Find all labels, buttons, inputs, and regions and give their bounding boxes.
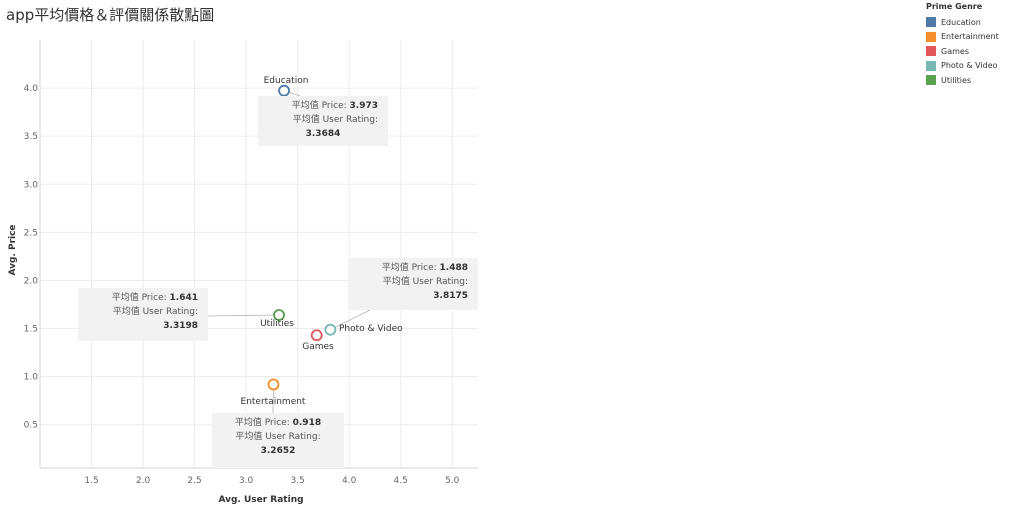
data-point-games[interactable] xyxy=(310,329,323,342)
legend-swatch xyxy=(926,31,936,42)
x-axis-title: Avg. User Rating xyxy=(218,495,303,505)
legend-swatch xyxy=(926,60,936,71)
data-point-entertainment[interactable] xyxy=(267,378,280,391)
data-points xyxy=(267,84,337,391)
x-tick-label: 5.0 xyxy=(445,476,460,486)
x-tick-label: 1.5 xyxy=(84,476,98,486)
x-tick-label: 3.0 xyxy=(239,476,254,486)
tip-rating-value: 3.2652 xyxy=(260,446,296,456)
legend: Prime Genre Education Entertainment Game… xyxy=(926,2,999,88)
tip-price-label: 平均值 Price: xyxy=(291,101,347,111)
tip-rating-value: 3.3684 xyxy=(305,129,341,139)
tooltip-utilities: 平均值 Price: 1.641 平均值 User Rating: 3.3198 xyxy=(78,288,208,341)
x-tick-label: 4.0 xyxy=(342,476,357,486)
tip-price-label: 平均值 Price: xyxy=(381,263,437,273)
tip-price-value: 0.918 xyxy=(292,418,322,428)
tooltip-education: 平均值 Price: 3.973 平均值 User Rating: 3.3684 xyxy=(258,96,388,146)
label-games: Games xyxy=(302,342,334,352)
y-tick-label: 3.0 xyxy=(24,180,39,190)
tooltip-entertainment: 平均值 Price: 0.918 平均值 User Rating: 3.2652 xyxy=(212,413,344,468)
tip-price-value: 3.973 xyxy=(349,101,378,111)
legend-swatch xyxy=(926,46,936,57)
y-tick-label: 1.0 xyxy=(24,373,39,383)
legend-item-photo-video[interactable]: Photo & Video xyxy=(926,59,999,74)
tip-price-label: 平均值 Price: xyxy=(234,418,290,428)
legend-item-utilities[interactable]: Utilities xyxy=(926,73,999,88)
x-tick-label: 3.5 xyxy=(290,476,304,486)
label-utilities: Utilities xyxy=(260,319,294,329)
y-axis-ticks: 0.5 1.0 1.5 2.0 2.5 3.0 3.5 4.0 xyxy=(24,84,39,431)
x-tick-label: 2.5 xyxy=(187,476,201,486)
tip-rating-label: 平均值 User Rating: xyxy=(292,115,378,125)
tip-price-label: 平均值 Price: xyxy=(111,293,167,303)
tip-price-value: 1.641 xyxy=(169,293,198,303)
legend-item-entertainment[interactable]: Entertainment xyxy=(926,30,999,45)
y-tick-label: 0.5 xyxy=(24,421,38,431)
y-tick-label: 1.5 xyxy=(24,325,38,335)
label-photo-video: Photo & Video xyxy=(339,324,403,334)
y-axis-title: Avg. Price xyxy=(8,224,18,275)
legend-swatch xyxy=(926,75,936,86)
legend-label: Utilities xyxy=(941,75,972,85)
tip-rating-label: 平均值 User Rating: xyxy=(382,277,468,287)
legend-label: Education xyxy=(941,17,981,27)
tip-rating-value: 3.3198 xyxy=(163,321,198,331)
label-entertainment: Entertainment xyxy=(241,397,306,407)
tip-rating-label: 平均值 User Rating: xyxy=(235,432,321,442)
legend-title: Prime Genre xyxy=(926,2,983,11)
leader-line xyxy=(207,314,280,317)
legend-label: Games xyxy=(941,46,969,56)
y-tick-label: 2.0 xyxy=(24,276,39,286)
x-tick-label: 4.5 xyxy=(394,476,408,486)
legend-item-education[interactable]: Education xyxy=(926,15,999,30)
y-tick-label: 4.0 xyxy=(24,84,39,94)
legend-swatch xyxy=(926,17,936,28)
tip-price-value: 1.488 xyxy=(439,263,468,273)
label-education: Education xyxy=(264,76,309,86)
tip-rating-value: 3.8175 xyxy=(433,291,468,301)
y-tick-label: 3.5 xyxy=(24,132,38,142)
y-tick-label: 2.5 xyxy=(24,228,38,238)
chart-title: app平均價格＆評價關係散點圖 xyxy=(6,6,215,24)
leader-line xyxy=(330,309,371,331)
legend-label: Photo & Video xyxy=(941,61,998,71)
data-point-education[interactable] xyxy=(278,84,290,97)
legend-item-games[interactable]: Games xyxy=(926,44,999,59)
tip-rating-label: 平均值 User Rating: xyxy=(112,307,198,317)
tooltip-photo-video: 平均值 Price: 1.488 平均值 User Rating: 3.8175 xyxy=(348,258,478,310)
x-axis-ticks: 1.5 2.0 2.5 3.0 3.5 4.0 4.5 5.0 xyxy=(84,476,459,486)
data-point-utilities[interactable] xyxy=(273,309,285,321)
x-tick-label: 2.0 xyxy=(136,476,151,486)
legend-label: Entertainment xyxy=(941,32,999,42)
data-point-photo-video[interactable] xyxy=(324,323,337,336)
